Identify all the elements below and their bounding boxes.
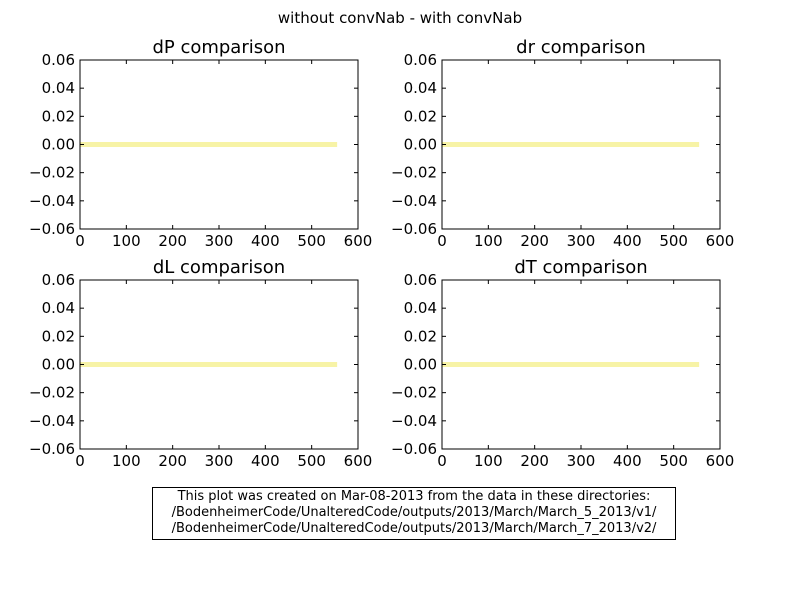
x-tick-label: 300 bbox=[567, 232, 596, 250]
subplot-2: dr comparison 0 100 200 300 400 500 600 0.06 0.04… bbox=[391, 37, 734, 250]
x-tick-label: 200 bbox=[520, 232, 549, 250]
subplot-4: dT comparison 0 100 200 300 400 500 600 0.06 0.04… bbox=[391, 257, 734, 470]
x-tick-label: 200 bbox=[158, 232, 187, 250]
y-tick-label: 0.00 bbox=[404, 136, 437, 154]
y-tick-label: 0.00 bbox=[42, 356, 75, 374]
x-tick-label: 500 bbox=[659, 452, 688, 470]
x-tick-label: 600 bbox=[706, 452, 735, 470]
figure-suptitle: without convNab - with convNab bbox=[277, 9, 523, 27]
subplot-1: dP comparison 0 100 200 300 400 500 600 0.06 0.04… bbox=[29, 37, 372, 250]
x-tick-label: 500 bbox=[659, 232, 688, 250]
note-line: /BodenheimerCode/UnalteredCode/outputs/2… bbox=[171, 521, 657, 536]
x-tick-label: 300 bbox=[205, 232, 234, 250]
y-tick-label: 0.02 bbox=[404, 107, 437, 125]
x-tick-label: 400 bbox=[251, 452, 280, 470]
y-tick-label: 0.06 bbox=[42, 271, 75, 289]
y-tick-label: −0.06 bbox=[391, 440, 437, 458]
y-tick-label: −0.04 bbox=[29, 192, 75, 210]
subplot-title: dr comparison bbox=[516, 37, 646, 58]
x-tick-label: 500 bbox=[297, 452, 326, 470]
note-line: This plot was created on Mar-08-2013 fro… bbox=[177, 489, 651, 504]
y-tick-label: −0.02 bbox=[391, 164, 437, 182]
y-tick-label: −0.02 bbox=[391, 384, 437, 402]
y-tick-label: 0.00 bbox=[404, 356, 437, 374]
x-tick-label: 500 bbox=[297, 232, 326, 250]
y-tick-label: −0.06 bbox=[29, 440, 75, 458]
subplot-3: dL comparison 0 100 200 300 400 500 600 0.06 0.04… bbox=[29, 257, 372, 470]
note-line: /BodenheimerCode/UnalteredCode/outputs/2… bbox=[171, 505, 657, 520]
x-tick-label: 400 bbox=[613, 452, 642, 470]
y-tick-label: 0.00 bbox=[42, 136, 75, 154]
y-tick-label: 0.04 bbox=[404, 79, 437, 97]
provenance-note: This plot was created on Mar-08-2013 fro… bbox=[152, 487, 676, 540]
y-tick-label: −0.04 bbox=[391, 192, 437, 210]
y-tick-label: 0.04 bbox=[404, 299, 437, 317]
x-tick-label: 300 bbox=[205, 452, 234, 470]
subplot-title: dL comparison bbox=[153, 257, 285, 278]
x-tick-label: 100 bbox=[474, 232, 503, 250]
y-tick-label: 0.02 bbox=[404, 327, 437, 345]
x-tick-label: 600 bbox=[344, 452, 373, 470]
y-tick-label: 0.06 bbox=[42, 51, 75, 69]
subplot-title: dT comparison bbox=[514, 257, 647, 278]
y-tick-label: −0.04 bbox=[391, 412, 437, 430]
x-tick-label: 400 bbox=[251, 232, 280, 250]
y-tick-label: 0.06 bbox=[404, 51, 437, 69]
y-tick-label: −0.02 bbox=[29, 384, 75, 402]
x-tick-label: 200 bbox=[158, 452, 187, 470]
x-tick-label: 0 bbox=[437, 452, 447, 470]
x-tick-label: 600 bbox=[706, 232, 735, 250]
x-tick-label: 400 bbox=[613, 232, 642, 250]
x-tick-label: 0 bbox=[75, 452, 85, 470]
x-tick-label: 100 bbox=[112, 232, 141, 250]
y-tick-label: −0.06 bbox=[29, 220, 75, 238]
x-tick-label: 0 bbox=[75, 232, 85, 250]
y-tick-label: 0.02 bbox=[42, 107, 75, 125]
x-tick-label: 200 bbox=[520, 452, 549, 470]
y-tick-label: 0.02 bbox=[42, 327, 75, 345]
x-tick-label: 100 bbox=[474, 452, 503, 470]
y-tick-label: 0.04 bbox=[42, 299, 75, 317]
x-tick-label: 100 bbox=[112, 452, 141, 470]
x-tick-label: 300 bbox=[567, 452, 596, 470]
y-tick-label: −0.06 bbox=[391, 220, 437, 238]
subplot-title: dP comparison bbox=[152, 37, 285, 58]
y-tick-label: 0.04 bbox=[42, 79, 75, 97]
y-tick-label: −0.02 bbox=[29, 164, 75, 182]
y-tick-label: 0.06 bbox=[404, 271, 437, 289]
y-tick-label: −0.04 bbox=[29, 412, 75, 430]
x-tick-label: 0 bbox=[437, 232, 447, 250]
x-tick-label: 600 bbox=[344, 232, 373, 250]
